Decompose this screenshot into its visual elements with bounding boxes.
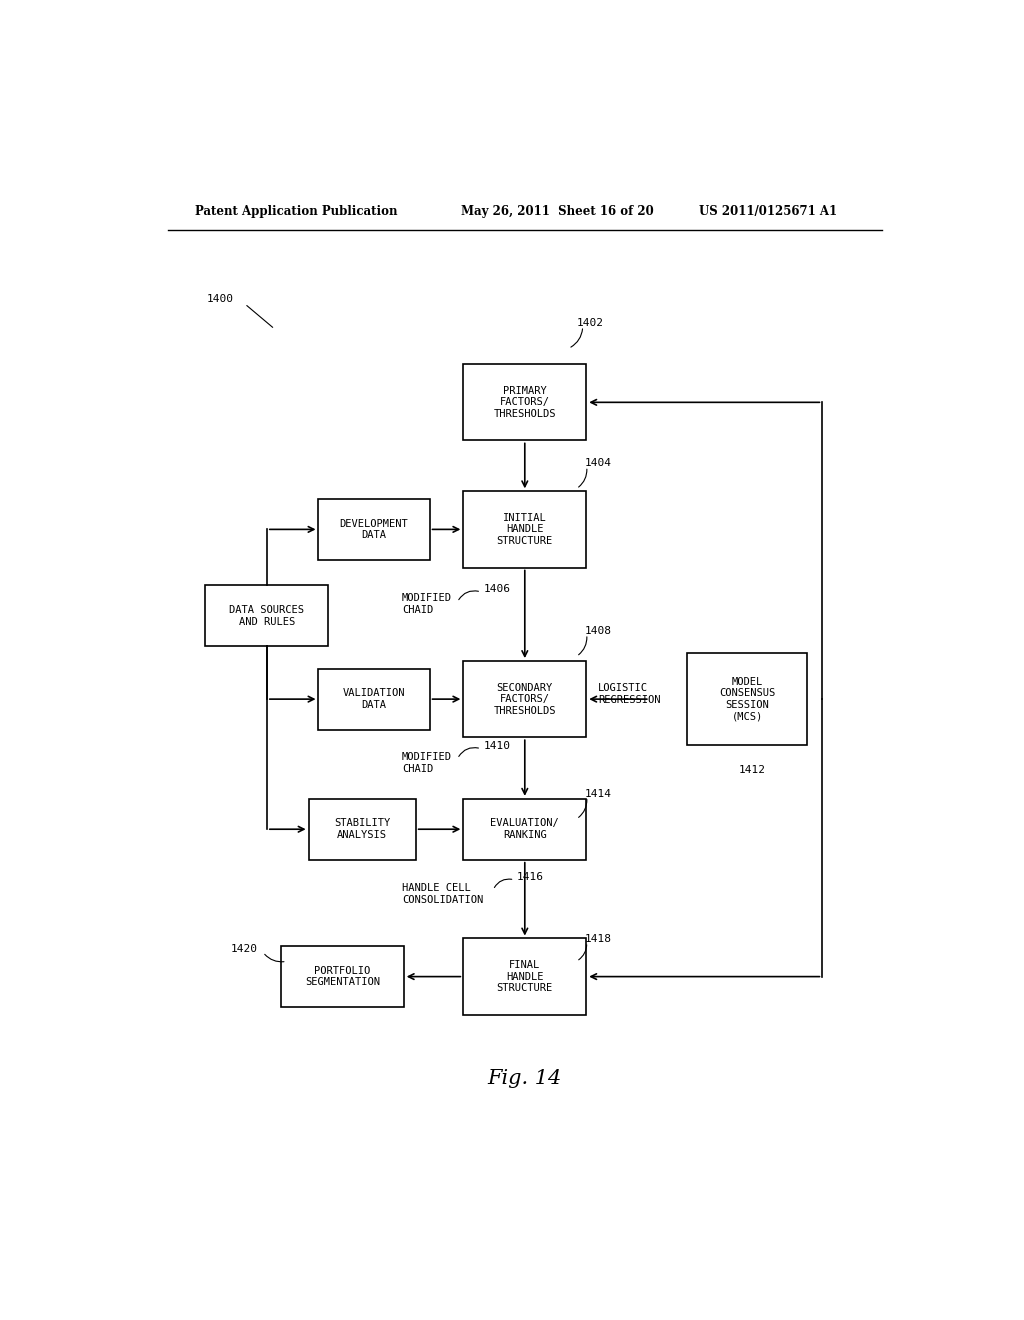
FancyBboxPatch shape [463, 661, 587, 738]
Text: 1404: 1404 [585, 458, 611, 469]
FancyBboxPatch shape [463, 799, 587, 859]
Text: Patent Application Publication: Patent Application Publication [196, 205, 398, 218]
Text: 1406: 1406 [483, 583, 511, 594]
Text: DATA SOURCES
AND RULES: DATA SOURCES AND RULES [229, 605, 304, 627]
Text: 1400: 1400 [207, 293, 233, 304]
Text: MODEL
CONSENSUS
SESSION
(MCS): MODEL CONSENSUS SESSION (MCS) [719, 677, 775, 722]
FancyBboxPatch shape [463, 364, 587, 441]
Text: SECONDARY
FACTORS/
THRESHOLDS: SECONDARY FACTORS/ THRESHOLDS [494, 682, 556, 715]
Text: US 2011/0125671 A1: US 2011/0125671 A1 [699, 205, 838, 218]
Text: May 26, 2011  Sheet 16 of 20: May 26, 2011 Sheet 16 of 20 [461, 205, 654, 218]
Text: LOGISTIC
REGRESSION: LOGISTIC REGRESSION [598, 684, 660, 705]
Text: 1408: 1408 [585, 626, 611, 636]
Text: STABILITY
ANALYSIS: STABILITY ANALYSIS [334, 818, 390, 840]
FancyBboxPatch shape [463, 491, 587, 568]
FancyBboxPatch shape [318, 669, 430, 730]
FancyBboxPatch shape [318, 499, 430, 560]
FancyBboxPatch shape [281, 946, 403, 1007]
FancyBboxPatch shape [687, 653, 807, 744]
Text: VALIDATION
DATA: VALIDATION DATA [343, 688, 406, 710]
Text: 1418: 1418 [585, 935, 611, 944]
Text: 1420: 1420 [230, 944, 257, 954]
Text: PRIMARY
FACTORS/
THRESHOLDS: PRIMARY FACTORS/ THRESHOLDS [494, 385, 556, 418]
Text: Fig. 14: Fig. 14 [487, 1069, 562, 1088]
Text: MODIFIED
CHAID: MODIFIED CHAID [401, 752, 452, 774]
Text: 1414: 1414 [585, 788, 611, 799]
FancyBboxPatch shape [206, 585, 329, 647]
Text: 1402: 1402 [577, 318, 603, 329]
Text: HANDLE CELL
CONSOLIDATION: HANDLE CELL CONSOLIDATION [401, 883, 483, 904]
Text: PORTFOLIO
SEGMENTATION: PORTFOLIO SEGMENTATION [305, 966, 380, 987]
Text: DEVELOPMENT
DATA: DEVELOPMENT DATA [340, 519, 409, 540]
Text: MODIFIED
CHAID: MODIFIED CHAID [401, 593, 452, 615]
Text: 1416: 1416 [517, 871, 544, 882]
FancyBboxPatch shape [308, 799, 416, 859]
Text: 1412: 1412 [739, 766, 766, 775]
Text: 1410: 1410 [483, 741, 511, 751]
FancyBboxPatch shape [463, 939, 587, 1015]
Text: EVALUATION/
RANKING: EVALUATION/ RANKING [490, 818, 559, 840]
Text: INITIAL
HANDLE
STRUCTURE: INITIAL HANDLE STRUCTURE [497, 512, 553, 546]
Text: FINAL
HANDLE
STRUCTURE: FINAL HANDLE STRUCTURE [497, 960, 553, 993]
